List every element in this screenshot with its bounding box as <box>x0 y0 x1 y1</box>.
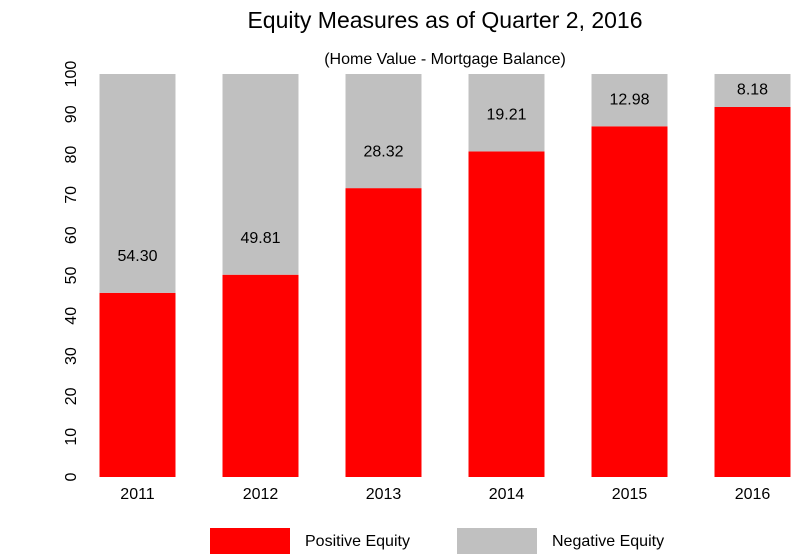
value-label: 12.98 <box>609 91 649 108</box>
bar-segment <box>591 126 668 478</box>
x-tick-label: 2014 <box>489 486 525 503</box>
y-tick-label: 20 <box>63 387 80 405</box>
bar-segment <box>222 274 299 477</box>
bar-segment <box>591 74 668 127</box>
chart-title: Equity Measures as of Quarter 2, 2016 <box>247 7 642 33</box>
y-tick-label: 100 <box>63 61 80 88</box>
bar-segment <box>468 74 545 152</box>
value-label: 19.21 <box>486 107 526 124</box>
y-tick-label: 10 <box>63 428 80 446</box>
y-tick-label: 70 <box>63 186 80 204</box>
y-tick-label: 0 <box>63 472 80 481</box>
bar-segment <box>99 292 176 477</box>
y-tick-label: 40 <box>63 307 80 325</box>
value-label: 28.32 <box>363 143 403 160</box>
legend-label: Positive Equity <box>305 533 410 550</box>
x-tick-label: 2012 <box>243 486 279 503</box>
y-tick-label: 80 <box>63 146 80 164</box>
bar-segment <box>222 74 299 275</box>
bar-segment <box>345 188 422 478</box>
legend-swatch <box>457 528 537 554</box>
y-tick-label: 50 <box>63 267 80 285</box>
x-tick-label: 2015 <box>612 486 648 503</box>
legend-swatch <box>210 528 290 554</box>
x-tick-label: 2013 <box>366 486 402 503</box>
bar-segment <box>345 74 422 189</box>
chart-subtitle: (Home Value - Mortgage Balance) <box>324 51 566 68</box>
x-tick-label: 2016 <box>735 486 771 503</box>
legend-label: Negative Equity <box>552 533 664 550</box>
bar-segment <box>99 74 176 293</box>
value-label: 8.18 <box>737 82 768 99</box>
y-tick-label: 90 <box>63 105 80 123</box>
x-tick-label: 2011 <box>120 486 155 503</box>
bar-segment <box>714 106 791 478</box>
value-label: 54.30 <box>117 248 157 265</box>
bar-segment <box>468 151 545 477</box>
bar-segment <box>714 74 791 107</box>
y-tick-label: 30 <box>63 347 80 365</box>
y-tick-label: 60 <box>63 226 80 244</box>
value-label: 49.81 <box>240 230 280 247</box>
